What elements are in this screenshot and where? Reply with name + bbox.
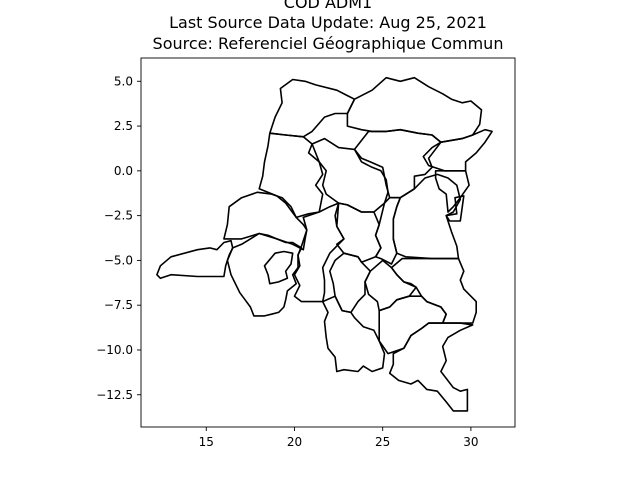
x-tick-label: 15 (199, 435, 214, 449)
y-tick-label: 0.0 (114, 164, 133, 178)
y-tick-label: −12.5 (96, 388, 133, 402)
y-tick-label: 2.5 (114, 119, 133, 133)
province-boundary-21 (378, 295, 447, 355)
province-boundary-9 (311, 137, 389, 213)
province-boundary-15 (293, 202, 345, 303)
province-boundaries (156, 76, 493, 412)
province-boundary-4 (223, 191, 308, 251)
province-boundary-13 (445, 195, 465, 222)
y-tick-label: −10.0 (96, 343, 133, 357)
x-tick-label: 20 (287, 435, 302, 449)
province-boundary-8 (422, 128, 493, 172)
province-boundary-22 (388, 322, 474, 412)
province-boundary-11 (392, 173, 462, 260)
y-tick-label: −2.5 (104, 209, 133, 223)
x-tick-label: 30 (463, 435, 478, 449)
province-boundary-12 (434, 170, 470, 213)
y-tick-label: 5.0 (114, 74, 133, 88)
x-tick-label: 25 (375, 435, 390, 449)
map-title-line-1: COD ADM1 (284, 0, 372, 12)
province-boundary-3 (263, 250, 294, 285)
province-boundary-14 (390, 257, 477, 324)
province-boundary-1 (156, 239, 234, 280)
province-boundary-17 (374, 196, 402, 265)
map-title-line-2: Last Source Data Update: Aug 25, 2021 (169, 13, 487, 32)
province-boundary-2 (226, 232, 303, 317)
province-boundary-10 (353, 128, 442, 199)
province-boundary-18 (329, 252, 372, 314)
y-axis-ticks: 5.0 2.5 0.0 −2.5 −5.0 −7.5 −10.0 −12.5 (96, 74, 141, 402)
map-title-line-3: Source: Referenciel Géographique Commun (153, 34, 504, 53)
y-tick-label: −5.0 (104, 253, 133, 267)
province-boundary-19 (364, 259, 417, 312)
x-axis-ticks: 15 20 25 30 (199, 427, 479, 449)
province-boundary-20 (321, 295, 386, 373)
axes-frame (140, 57, 516, 428)
y-tick-label: −7.5 (104, 298, 133, 312)
province-boundary-6 (269, 78, 356, 138)
